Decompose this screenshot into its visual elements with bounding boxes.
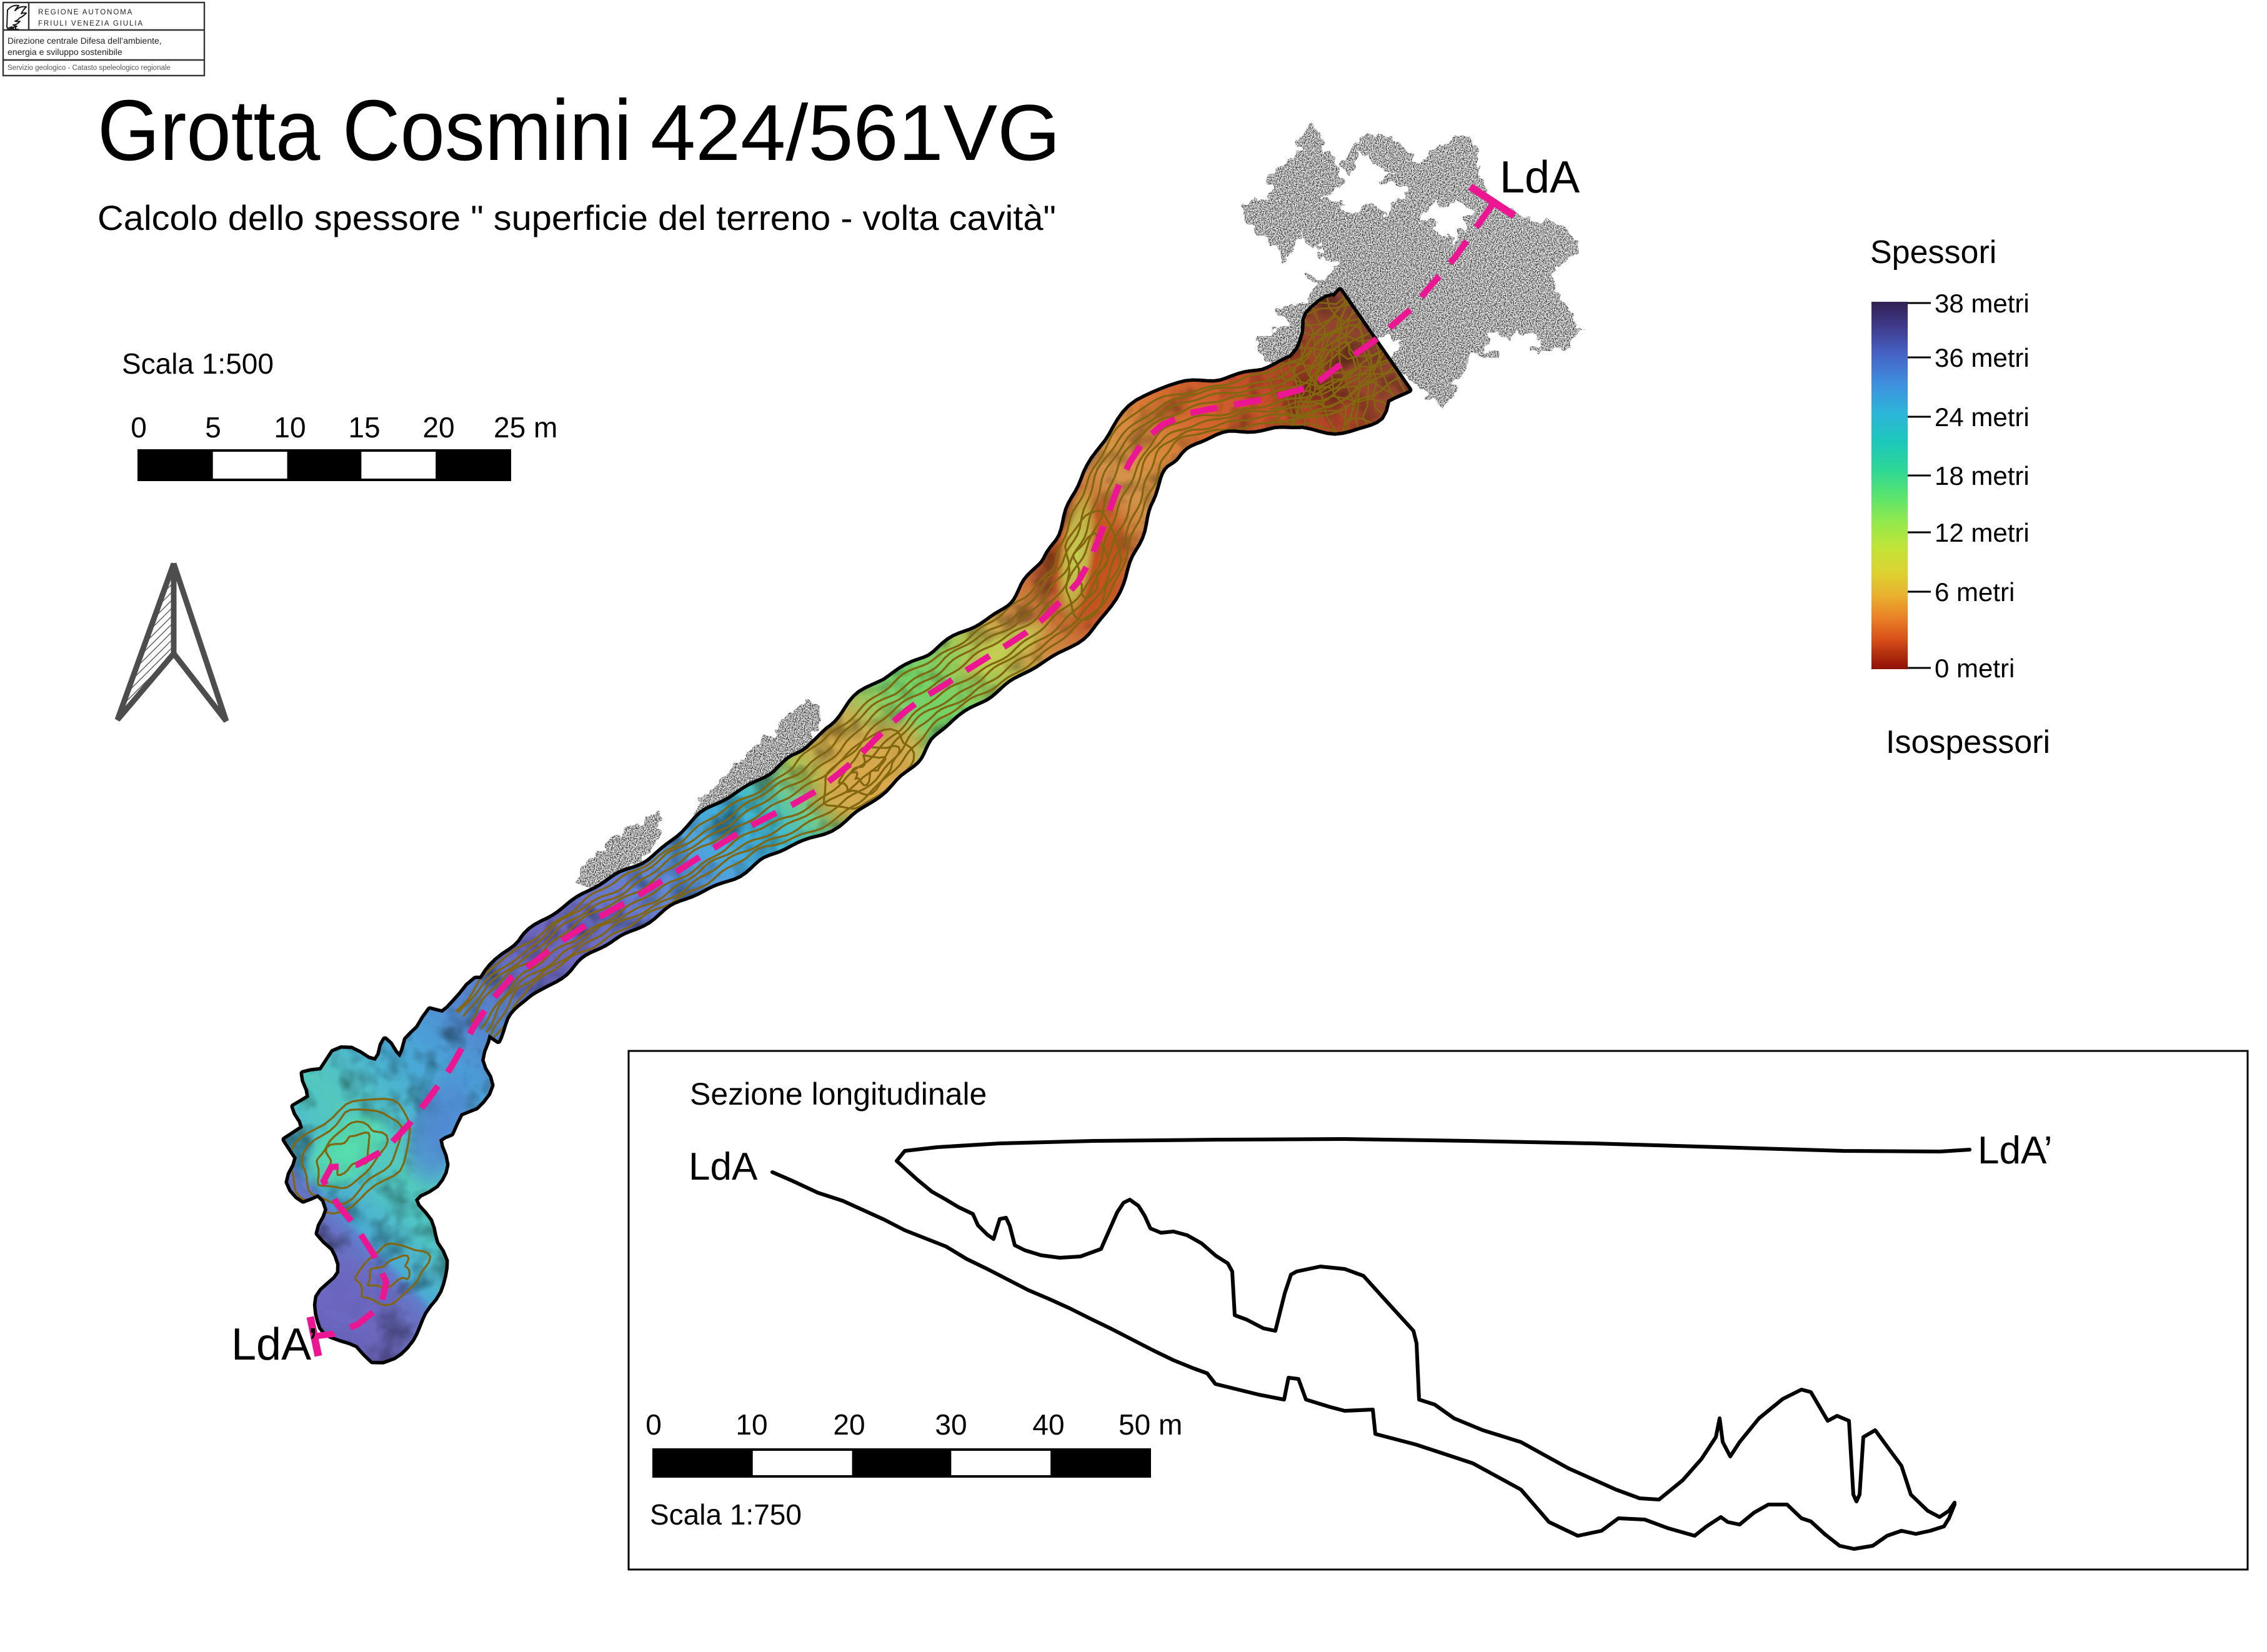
svg-text:LdA: LdA (689, 1145, 758, 1188)
svg-text:20: 20 (833, 1408, 865, 1441)
svg-text:energia e sviluppo sostenibile: energia e sviluppo sostenibile (7, 47, 122, 57)
svg-text:424/561VG: 424/561VG (650, 88, 1060, 177)
svg-text:Isospessori: Isospessori (1886, 724, 2050, 760)
svg-text:15: 15 (348, 411, 380, 444)
svg-text:24 metri: 24 metri (1935, 402, 2030, 432)
svg-text:REGIONE AUTONOMA: REGIONE AUTONOMA (38, 9, 133, 16)
svg-text:50 m: 50 m (1119, 1408, 1182, 1441)
svg-text:0: 0 (645, 1408, 662, 1441)
svg-text:5: 5 (205, 411, 221, 444)
svg-text:LdA’: LdA’ (231, 1320, 318, 1370)
svg-text:12 metri: 12 metri (1935, 518, 2030, 547)
svg-text:Spessori: Spessori (1870, 234, 1996, 271)
svg-text:Calcolo dello spessore " super: Calcolo dello spessore " superficie del … (97, 198, 1056, 237)
svg-text:FRIULI VENEZIA GIULIA: FRIULI VENEZIA GIULIA (38, 20, 144, 27)
svg-text:36 metri: 36 metri (1935, 343, 2030, 372)
svg-text:10: 10 (274, 411, 306, 444)
svg-text:0 metri: 0 metri (1935, 654, 2015, 683)
svg-text:LdA: LdA (1500, 152, 1580, 202)
svg-text:25 m: 25 m (494, 411, 557, 444)
svg-text:Grotta Cosmini: Grotta Cosmini (97, 82, 632, 179)
svg-text:Sezione longitudinale: Sezione longitudinale (690, 1077, 987, 1112)
svg-text:18 metri: 18 metri (1935, 461, 2030, 490)
svg-text:20: 20 (422, 411, 454, 444)
svg-text:Direzione centrale Difesa dell: Direzione centrale Difesa dell’ambiente, (7, 36, 162, 46)
svg-text:Scala 1:500: Scala 1:500 (122, 347, 274, 380)
svg-text:40: 40 (1032, 1408, 1064, 1441)
svg-text:6 metri: 6 metri (1935, 577, 2015, 607)
svg-text:10: 10 (735, 1408, 767, 1441)
svg-text:30: 30 (935, 1408, 967, 1441)
svg-text:0: 0 (131, 411, 147, 444)
svg-text:Scala 1:750: Scala 1:750 (650, 1498, 802, 1531)
svg-text:Servizio geologico - Catasto s: Servizio geologico - Catasto speleologic… (7, 64, 171, 72)
svg-text:38 metri: 38 metri (1935, 289, 2030, 318)
svg-text:LdA’: LdA’ (1978, 1129, 2053, 1172)
